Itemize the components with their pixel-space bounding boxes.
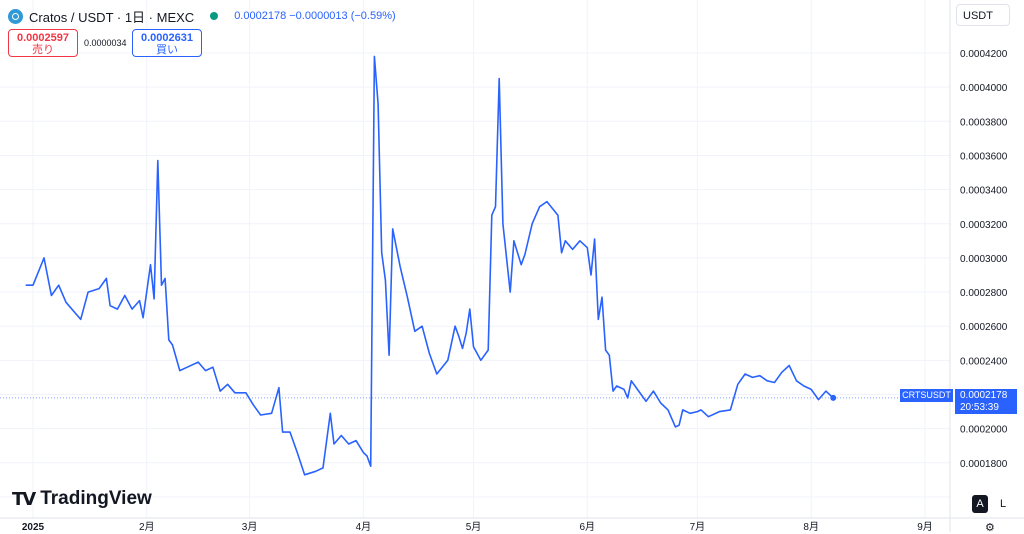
trade-panel: 0.0002597 売り 0.0000034 0.0002631 買い <box>8 29 202 57</box>
x-tick-label: 4月 <box>356 521 372 532</box>
y-tick-label: 0.0004200 <box>960 49 1008 60</box>
y-tick-label: 0.0001800 <box>960 459 1008 470</box>
ohlc-values: 0.0002178 −0.0000013 (−0.59%) <box>234 10 396 22</box>
log-scale-button[interactable]: L <box>999 498 1007 510</box>
last-price-tag: 0.0002178 20:53:39 <box>955 389 1017 414</box>
sell-price: 0.0002597 <box>17 32 69 44</box>
last-price: 0.0002178 <box>960 390 1008 401</box>
sell-button[interactable]: 0.0002597 売り <box>8 29 78 57</box>
x-tick-label: 5月 <box>466 521 482 532</box>
auto-scale-button[interactable]: A <box>972 495 988 513</box>
y-tick-label: 0.0003600 <box>960 151 1008 162</box>
buy-label: 買い <box>156 44 178 56</box>
x-tick-label: 6月 <box>580 521 596 532</box>
x-tick-label: 2025 <box>22 522 45 532</box>
x-tick-label: 2月 <box>139 521 155 532</box>
currency-select[interactable]: USDT <box>956 4 1010 26</box>
cratos-logo-icon <box>8 8 23 24</box>
y-tick-label: 0.0003800 <box>960 117 1008 128</box>
tradingview-logo: 𝗧𝗩 TradingView <box>12 488 152 510</box>
buy-button[interactable]: 0.0002631 買い <box>132 29 202 57</box>
tradingview-mark-icon: 𝗧𝗩 <box>12 488 36 509</box>
y-tick-label: 0.0003000 <box>960 254 1008 265</box>
spread-value: 0.0000034 <box>84 38 127 48</box>
symbol-header: Cratos / USDT · 1日 · MEXC 0.0002178 −0.0… <box>8 6 396 26</box>
buy-price: 0.0002631 <box>141 32 193 44</box>
market-status-icon <box>210 12 219 20</box>
x-tick-label: 9月 <box>917 521 933 532</box>
y-tick-label: 0.0002800 <box>960 288 1008 299</box>
y-tick-label: 0.0002400 <box>960 356 1008 367</box>
y-tick-label: 0.0003400 <box>960 186 1008 197</box>
sell-label: 売り <box>32 44 54 56</box>
x-tick-label: 8月 <box>803 521 819 532</box>
y-tick-label: 0.0003200 <box>960 220 1008 231</box>
y-tick-label: 0.0002000 <box>960 425 1008 436</box>
settings-gear-icon[interactable]: ⚙ <box>985 522 995 534</box>
series-line-crtsusdt <box>25 55 834 476</box>
y-tick-label: 0.0004000 <box>960 83 1008 94</box>
y-tick-label: 0.0002600 <box>960 322 1008 333</box>
bar-countdown: 20:53:39 <box>960 402 999 413</box>
symbol-tag: CRTSUSDT <box>900 389 953 402</box>
symbol-title[interactable]: Cratos / USDT · 1日 · MEXC <box>29 9 195 25</box>
brand-name: TradingView <box>40 488 152 509</box>
last-point-marker <box>830 394 837 401</box>
x-tick-label: 7月 <box>690 521 706 532</box>
x-tick-label: 3月 <box>242 521 258 532</box>
